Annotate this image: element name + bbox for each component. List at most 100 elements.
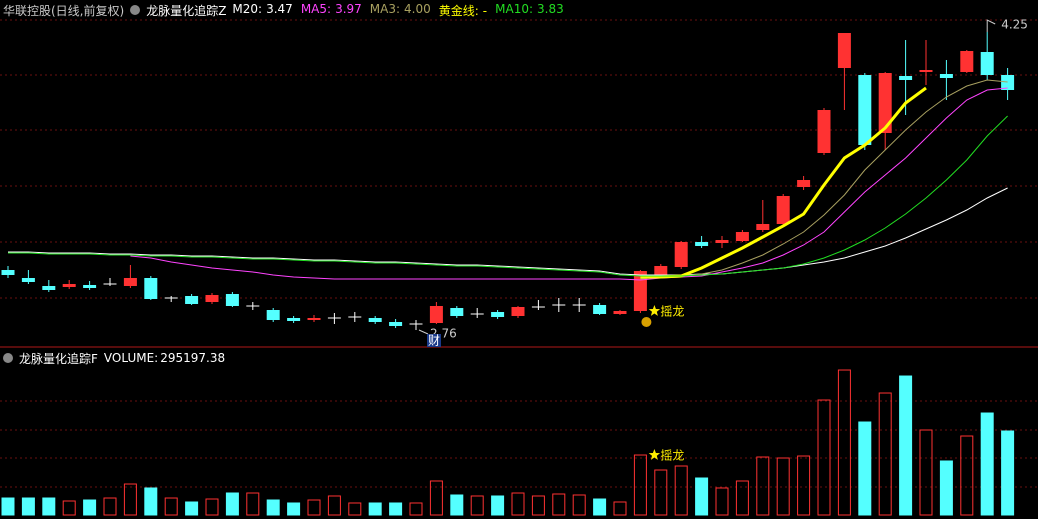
volume-bar bbox=[429, 480, 443, 516]
candle-body bbox=[1, 270, 15, 275]
legend-name: MA10: bbox=[495, 1, 534, 16]
candle-body bbox=[878, 73, 892, 133]
ma-line bbox=[130, 87, 1008, 281]
volume-bar bbox=[756, 456, 770, 516]
legend-name: VOLUME: bbox=[103, 351, 159, 365]
candle-body bbox=[593, 305, 607, 314]
candle-body bbox=[756, 224, 770, 230]
legend-name: MA5: bbox=[300, 1, 332, 16]
volume-bar bbox=[735, 480, 749, 516]
volume-bar bbox=[695, 477, 709, 516]
candle-body bbox=[715, 240, 729, 243]
legend-value: 3.83 bbox=[537, 1, 564, 16]
candle-body bbox=[205, 295, 219, 302]
legend-entry: MA5: 3.97 bbox=[301, 2, 362, 19]
legend-value: - bbox=[482, 3, 488, 18]
volume-bar bbox=[246, 492, 260, 516]
ma-line bbox=[8, 115, 1008, 277]
volume-bar bbox=[205, 498, 219, 516]
star-icon bbox=[648, 449, 661, 460]
volume-bar bbox=[919, 429, 933, 516]
pointer-line bbox=[986, 19, 996, 32]
volume-bar bbox=[878, 392, 892, 516]
volume-bar bbox=[450, 494, 464, 516]
volume-bar bbox=[62, 500, 76, 516]
pointer-line bbox=[418, 329, 429, 335]
candle-body bbox=[511, 307, 525, 316]
candle-body bbox=[674, 242, 688, 267]
candle-body bbox=[123, 278, 137, 286]
volume-bar bbox=[123, 483, 137, 516]
volume-bar bbox=[83, 499, 97, 516]
signal-label: 摇龙 bbox=[660, 449, 684, 463]
volume-bar bbox=[939, 460, 953, 516]
high-label: 4.25 bbox=[1001, 18, 1028, 32]
candle-body bbox=[633, 271, 647, 311]
legend: M20: 3.47 MA5: 3.97 MA3: 4.00 黄金线: - MA10: 3.83 bbox=[232, 2, 563, 19]
legend-name: 黄金线: bbox=[438, 3, 479, 18]
indicator-title: 龙脉量化追踪F bbox=[19, 351, 98, 366]
volume-bar bbox=[797, 455, 811, 516]
candle-body bbox=[1001, 75, 1015, 90]
volume-bar bbox=[1001, 430, 1015, 516]
volume-bar bbox=[409, 502, 423, 516]
volume-bar bbox=[368, 502, 382, 516]
candle-body bbox=[429, 306, 443, 323]
candle-body bbox=[368, 318, 382, 322]
volume-bar bbox=[715, 487, 729, 516]
candle-body bbox=[225, 294, 239, 306]
tag-box bbox=[427, 334, 441, 347]
menu-icon[interactable] bbox=[3, 353, 13, 363]
candle-body bbox=[817, 110, 831, 153]
legend-name: M20: bbox=[232, 1, 263, 16]
price-header: 华联控股(日线,前复权) 龙脉量化追踪Z M20: 3.47 MA5: 3.97 MA3… bbox=[3, 2, 564, 18]
volume-bar bbox=[531, 495, 545, 516]
volume-bar bbox=[899, 375, 913, 516]
legend-entry: MA3: 4.00 bbox=[370, 2, 431, 19]
volume-bar bbox=[633, 454, 647, 516]
volume-bar bbox=[185, 501, 199, 516]
legend-value: 3.47 bbox=[266, 1, 293, 16]
volume-bar bbox=[572, 494, 586, 516]
ma-line bbox=[640, 86, 927, 279]
menu-icon[interactable] bbox=[130, 5, 141, 15]
volume-bar bbox=[511, 492, 525, 516]
candle-body bbox=[62, 284, 76, 287]
volume-bar bbox=[144, 487, 158, 516]
candle-body bbox=[613, 311, 627, 314]
candle-body bbox=[654, 266, 668, 276]
volume-bar bbox=[858, 421, 872, 516]
volume-bar bbox=[491, 495, 505, 516]
legend-value: 3.97 bbox=[335, 1, 362, 16]
volume-bar bbox=[307, 499, 321, 516]
legend-entry: 黄金线: - bbox=[439, 2, 487, 19]
signal-label: 摇龙 bbox=[660, 305, 684, 319]
indicator-title: 龙脉量化追踪Z bbox=[146, 3, 227, 18]
legend-value: 4.00 bbox=[404, 1, 431, 16]
candle-body bbox=[899, 76, 913, 80]
volume-bar bbox=[552, 493, 566, 516]
coin-icon bbox=[641, 317, 652, 327]
volume-bar bbox=[1, 497, 15, 516]
candle-body bbox=[735, 232, 749, 241]
star-icon bbox=[648, 305, 661, 316]
legend-value: 295197.38 bbox=[160, 351, 226, 365]
candle-body bbox=[858, 75, 872, 145]
legend-entry: MA10: 3.83 bbox=[495, 2, 564, 19]
volume-bar bbox=[164, 497, 178, 516]
volume-bar bbox=[837, 369, 851, 516]
candle-body bbox=[21, 278, 35, 282]
candle-body bbox=[919, 70, 933, 72]
volume-bar bbox=[674, 465, 688, 516]
candle-body bbox=[695, 242, 709, 246]
candle-body bbox=[980, 52, 994, 75]
candle-body bbox=[837, 33, 851, 68]
volume-bar bbox=[593, 498, 607, 516]
candle-body bbox=[389, 322, 403, 326]
volume-bar bbox=[287, 502, 301, 516]
ma-line bbox=[640, 79, 1008, 280]
candle-body bbox=[185, 296, 199, 304]
volume-bar bbox=[470, 495, 484, 516]
